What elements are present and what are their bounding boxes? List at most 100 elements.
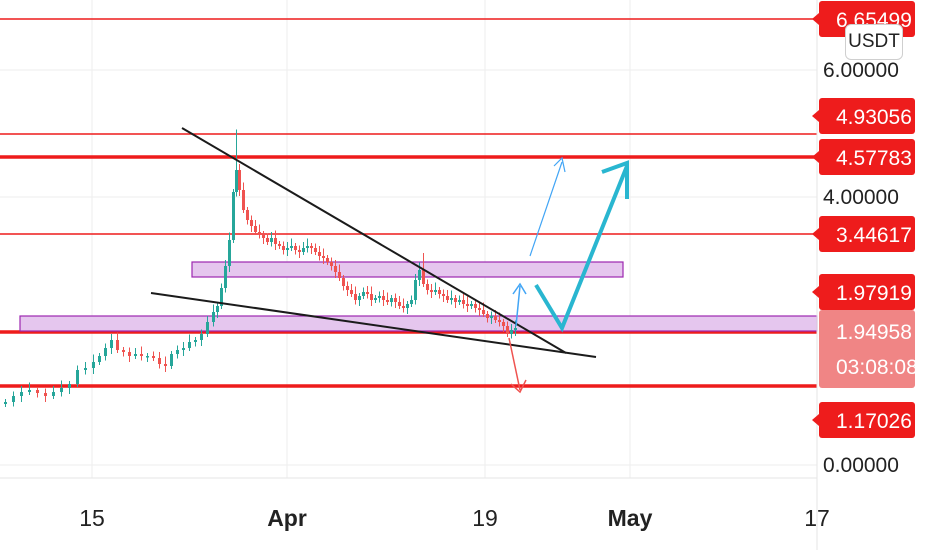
thin-up-arrow-head (553, 156, 566, 173)
price-tag-pointer-6 (812, 414, 819, 426)
candle-body (374, 298, 377, 300)
time-tick-0: 15 (79, 505, 105, 531)
candle-body (422, 270, 425, 284)
candle-body (4, 402, 7, 404)
price-tag-label-1: 4.93056 (836, 106, 912, 129)
candle-body (104, 348, 107, 356)
candle-body (398, 302, 401, 306)
candle-body (128, 352, 131, 356)
candle-body (212, 312, 215, 322)
candle-body (378, 296, 381, 298)
lower-trendline (150, 292, 597, 358)
big-arrow-head (601, 160, 629, 199)
candle-body (474, 304, 477, 308)
candle-body (134, 354, 137, 356)
short-up-arrow-head (512, 282, 527, 295)
candle-body (490, 316, 493, 318)
candle-body (466, 304, 469, 306)
candle-body (188, 342, 191, 348)
candle-body (36, 390, 39, 393)
price-tag-4 (819, 274, 915, 310)
price-tag-pointer-2 (812, 151, 819, 163)
candle-body (514, 328, 517, 330)
candle-body (414, 280, 417, 300)
candle-body (98, 356, 101, 362)
candle-body (470, 304, 473, 306)
candle-body (232, 192, 235, 240)
candle-body (318, 252, 321, 256)
candle-body (298, 250, 301, 252)
candle-body (310, 246, 313, 248)
candle-body (220, 288, 223, 306)
short-up-arrow (515, 285, 521, 327)
grid (0, 0, 817, 478)
candle-body (346, 286, 349, 290)
price-tag-label-4: 1.97919 (836, 282, 912, 305)
candle-body (20, 392, 23, 396)
candle-body (170, 354, 173, 366)
candle-body (68, 384, 71, 388)
price-tag-pointer-0 (812, 13, 819, 25)
candle-body (274, 238, 277, 244)
candle-body (152, 356, 155, 358)
candle-body (314, 248, 317, 252)
projection-arrows (508, 156, 629, 394)
trendlines (150, 127, 597, 358)
candle-body (270, 238, 273, 242)
candle-body (370, 294, 373, 300)
candle-body (246, 210, 249, 220)
candle-body (146, 356, 149, 358)
candle-body (140, 354, 143, 356)
candle-body (354, 294, 357, 300)
candle-body (494, 316, 497, 320)
candle-body (342, 278, 345, 286)
time-tick-2: 19 (472, 505, 498, 531)
resistance-zone (191, 261, 624, 278)
candle-body (266, 238, 269, 242)
candle-body (438, 290, 441, 294)
candle-body (302, 248, 305, 252)
candle-body (330, 262, 333, 266)
price-axis[interactable]: 6.654996.000004.000000.000006.654994.930… (812, 0, 918, 550)
candle-body (454, 298, 457, 302)
candle-body (116, 340, 119, 350)
candle-body (430, 290, 433, 292)
candle-body (200, 334, 203, 340)
candle-body (60, 388, 63, 392)
candle-body (206, 322, 209, 334)
price-tag-2 (819, 139, 915, 175)
thin-up-arrow (529, 161, 563, 257)
candle-body (362, 292, 365, 296)
time-axis[interactable]: 15 Apr 19 May 17 (0, 477, 830, 531)
candle-body (306, 246, 309, 248)
candle-body (12, 396, 15, 402)
short-down-arrow-head (510, 379, 527, 394)
candle-body (510, 330, 513, 334)
candle-body (482, 310, 485, 314)
time-tick-3: May (608, 505, 653, 531)
price-tag-label-3: 3.44617 (836, 224, 912, 247)
candle-body (250, 220, 253, 226)
candle-body (194, 340, 197, 342)
candle-body (442, 294, 445, 296)
candle-body (228, 240, 231, 266)
currency-label[interactable]: USDT (845, 24, 903, 60)
candle-body (434, 290, 437, 292)
candle-body (410, 300, 413, 304)
descending-trendline (181, 127, 567, 354)
candle-body (52, 392, 55, 396)
price-tick-2: 4.00000 (823, 186, 899, 209)
price-tag-3 (819, 216, 915, 252)
candle-body (446, 296, 449, 300)
candle-body (326, 258, 329, 262)
time-tick-1: Apr (267, 505, 307, 531)
current-price-label: 1.94958 (836, 321, 912, 344)
candle-body (254, 226, 257, 232)
price-tag-1 (819, 98, 915, 134)
price-tag-label-6: 1.17026 (836, 410, 912, 433)
price-tag-pointer-1 (812, 110, 819, 122)
candle-body (44, 393, 47, 396)
candle-body (28, 390, 31, 392)
candle-body (242, 190, 245, 210)
